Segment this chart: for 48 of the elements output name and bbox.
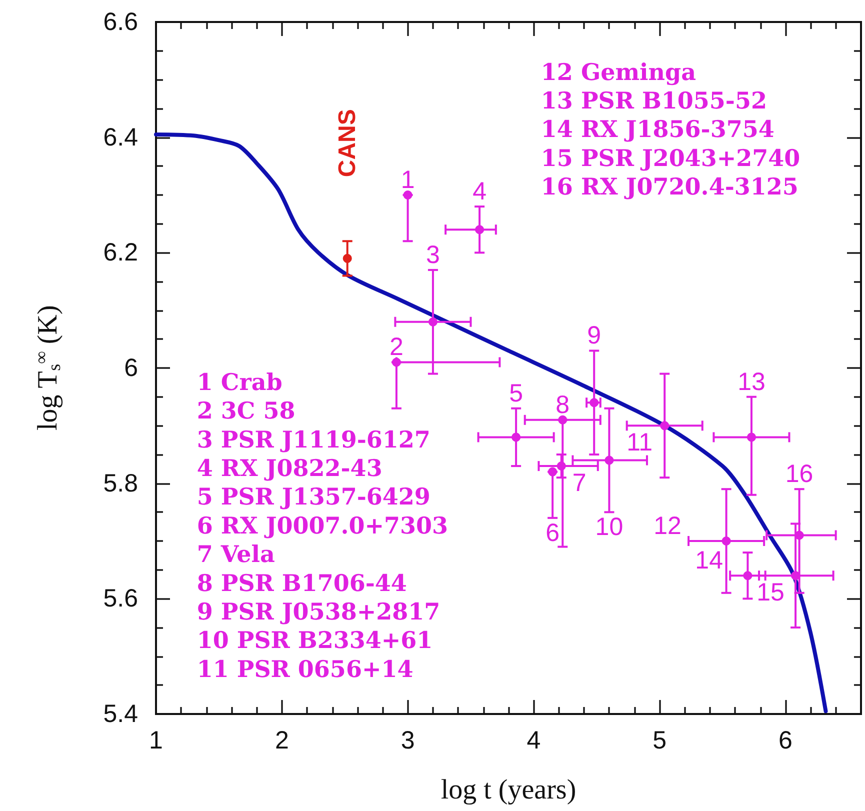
y-axis-title: log Ts∞ (K): [31, 305, 64, 431]
annotation: 12: [654, 512, 682, 540]
text: 1 Crab 2 3C 58 3 PSR J1119-6127 4 RX J0822-43 5 PSR J1357-6429 6 RX J0007.0+7303 7 Vela 8 PSR B1706-44 9 PSR J0538+2817 10 PSR B2334+61 11 PSR 0656+14: [196, 368, 448, 683]
annotation: 3: [426, 240, 440, 269]
point: [604, 456, 614, 465]
y-tick-label: 6.2: [103, 238, 138, 267]
annotation: 2: [390, 333, 404, 362]
annotation: 6: [546, 518, 560, 547]
x-tick-label: 2: [274, 726, 289, 754]
point: [428, 317, 438, 326]
annotation: 15: [756, 578, 784, 607]
point: [475, 225, 484, 234]
y-tick-label: 6.4: [103, 123, 138, 152]
annotation: 7: [572, 469, 586, 498]
x-tick-label: 6: [778, 726, 792, 754]
x-tick-label: 4: [526, 726, 541, 754]
point: [342, 254, 352, 263]
point: [660, 421, 670, 430]
annotation: 4: [472, 178, 487, 206]
annotation: 12 Geminga 13 PSR B1055-52 14 RX J1856-3754 15 PSR J2043+2740 16 RX J0720.4-3125: [540, 58, 800, 201]
x-tick-label: 5: [652, 726, 667, 754]
annotation: 5: [509, 379, 524, 408]
y-tick-label: 6.6: [103, 8, 138, 36]
point: [403, 190, 412, 200]
y-tick-label: 5.8: [103, 469, 138, 498]
annotation: 8: [556, 390, 570, 419]
x-tick-label: 1: [149, 726, 163, 754]
text: CANS: [334, 109, 361, 178]
point: [746, 432, 756, 442]
point: [722, 536, 731, 546]
annotation: 16: [785, 460, 814, 488]
annotation: 10: [595, 513, 624, 542]
annotation: 11: [626, 428, 653, 457]
point: [558, 415, 568, 424]
point: [556, 462, 566, 471]
annotation: 14: [695, 546, 724, 575]
y-tick-label: 6: [124, 354, 138, 382]
point: [590, 398, 599, 408]
annotation: 1: [400, 166, 415, 194]
annotation: 9: [587, 322, 602, 350]
y-tick-label: 5.6: [103, 584, 138, 613]
annotation: 13: [738, 368, 766, 396]
y-tick-label: 5.4: [103, 700, 138, 728]
point: [743, 571, 752, 580]
point: [512, 432, 521, 442]
x-tick-label: 3: [400, 726, 415, 754]
point: [548, 467, 558, 476]
x-axis-title: log t (years): [440, 774, 576, 806]
